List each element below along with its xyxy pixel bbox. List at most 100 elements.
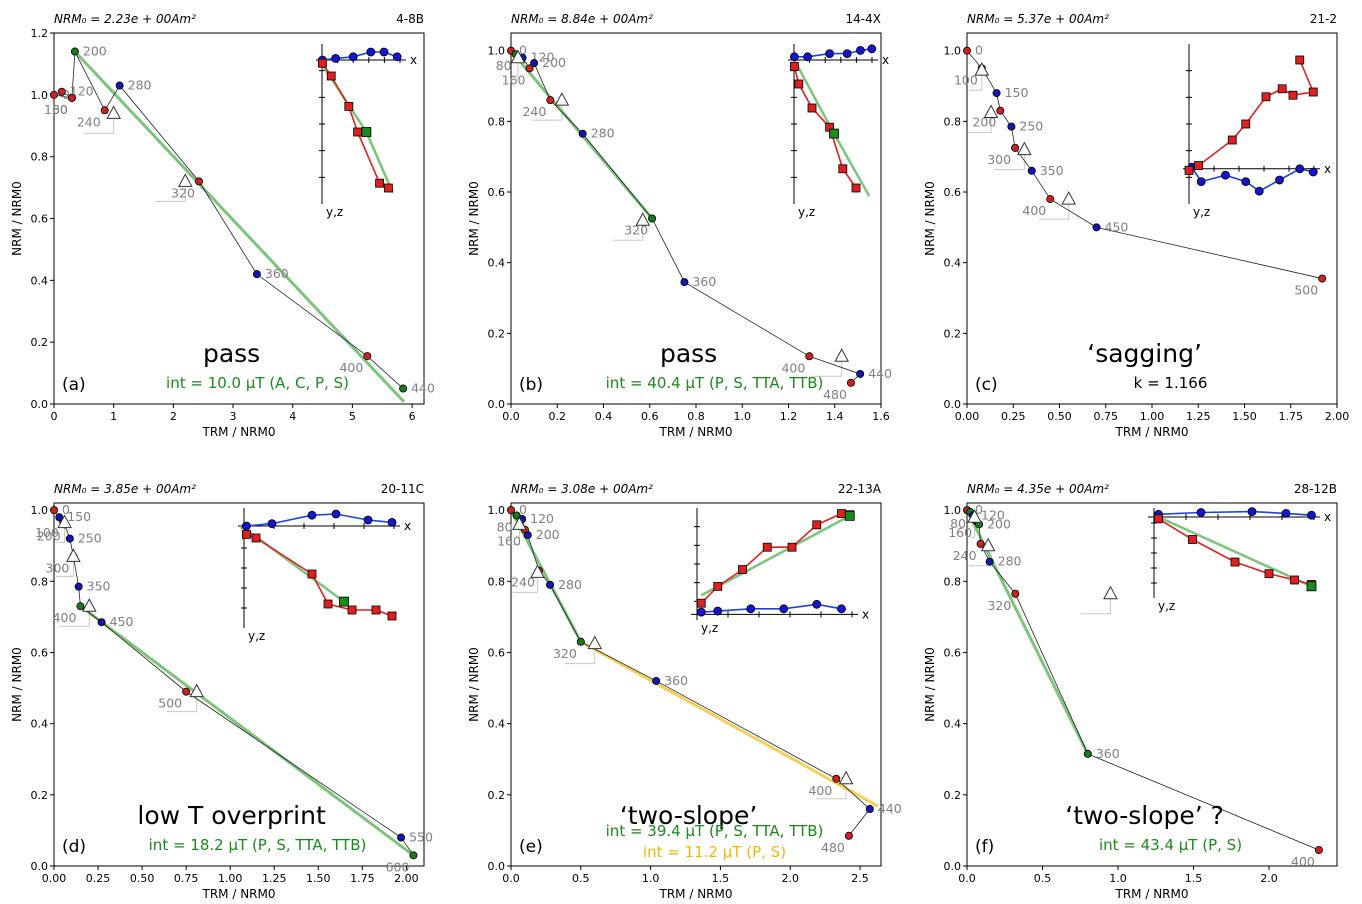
inset-horizontal-point <box>696 607 706 617</box>
verdict-label: ‘sagging’ <box>1087 339 1202 368</box>
inset-vertical-point <box>326 71 336 81</box>
ptrm-check-marker <box>834 348 850 362</box>
intensity-label: k = 1.166 <box>1134 374 1208 392</box>
data-point <box>70 47 79 56</box>
x-tick-label: 1.25 <box>1186 410 1211 423</box>
step-label: 550 <box>409 830 433 845</box>
step-label: 80 <box>52 102 68 117</box>
step-label: 400 <box>53 610 77 625</box>
step-label: 0 <box>519 502 527 517</box>
step-label: 500 <box>158 696 182 711</box>
y-tick-label: 0.8 <box>488 115 506 128</box>
y-tick-label: 0.8 <box>31 575 49 588</box>
plot-frame <box>966 502 1338 867</box>
inset-yz-label: y,z <box>1158 599 1175 613</box>
inset-vertical-trace <box>246 533 393 617</box>
data-point <box>1314 845 1323 854</box>
x-tick-label: 0.0 <box>502 410 520 423</box>
inset-horizontal-point <box>1275 175 1284 185</box>
x-tick-label: 1.75 <box>350 872 375 885</box>
inset-horizontal-point <box>379 47 389 57</box>
step-label: 80 <box>497 519 513 534</box>
inset-horizontal-point <box>842 49 852 58</box>
y-tick-label: 0.6 <box>944 186 962 199</box>
y-tick-label: 0.2 <box>488 789 506 802</box>
panel-b: NRM₀ = 8.84e + 00Am² 14-4X 0.0 0.2 0.4 0.6 0.8… <box>467 12 892 439</box>
inset-horizontal-point <box>366 47 376 57</box>
y-axis-title: NRM / NRM0 <box>10 647 24 722</box>
ptrm-check-marker <box>106 105 122 119</box>
data-point <box>963 46 972 55</box>
data-point <box>195 177 204 186</box>
data-point <box>50 90 59 99</box>
step-label: 0 <box>975 502 983 517</box>
inset-horizontal-point <box>803 52 812 62</box>
inset-fit-point <box>829 128 839 139</box>
step-label: 200 <box>536 527 560 542</box>
panel-header-sample: 20-11C <box>381 482 424 496</box>
inset-vertical-point <box>812 520 822 530</box>
data-path <box>966 50 1323 279</box>
inset-vertical-point <box>762 542 772 552</box>
x-tick-label: 3 <box>230 410 237 423</box>
y-tick-label: 1.0 <box>488 504 506 517</box>
x-tick-label: 0.8 <box>687 410 705 423</box>
fit-line <box>78 604 415 857</box>
panel-header-nrm0: NRM₀ = 5.37e + 00Am² <box>967 12 1109 26</box>
x-tick-label: 1.2 <box>780 410 798 423</box>
x-tick-label: 0 <box>51 410 58 423</box>
y-tick-label: 0.8 <box>944 115 962 128</box>
step-label: 0 <box>975 43 983 58</box>
data-point <box>546 580 555 589</box>
data-point <box>1011 143 1020 152</box>
inset-horizontal-point <box>1254 186 1264 196</box>
step-label: 240 <box>77 114 101 129</box>
y-axis-title: NRM / NRM0 <box>467 181 481 256</box>
x-tick-label: 1.6 <box>872 410 890 423</box>
data-point <box>512 511 521 520</box>
data-point <box>530 59 539 68</box>
fit-line-2 <box>579 640 879 807</box>
x-tick-label: 0.5 <box>1034 872 1052 885</box>
data-point <box>523 531 532 540</box>
data-point <box>680 278 689 287</box>
inset-vertical-point <box>807 103 817 113</box>
inset-vertical-point <box>323 599 333 609</box>
inset-yz-label: y,z <box>1193 205 1210 219</box>
x-tick-label: 1.75 <box>1279 410 1304 423</box>
ptrm-check-line <box>1080 593 1111 615</box>
x-tick-label: 1.50 <box>306 872 331 885</box>
step-label: 360 <box>265 266 289 281</box>
x-tick-label: 1.00 <box>1140 410 1165 423</box>
step-label: 250 <box>78 531 102 546</box>
verdict-label: ‘two-slope’ <box>620 801 757 830</box>
data-point <box>399 384 408 393</box>
inset-vertical-point <box>1261 92 1271 102</box>
intensity-label: int = 10.0 μT (A, C, P, S) <box>166 374 349 392</box>
step-label: 360 <box>692 274 716 289</box>
inset-fit-point <box>361 127 372 137</box>
inset-horizontal-trace <box>1191 166 1314 193</box>
data-point <box>100 106 109 115</box>
y-tick-label: 0.8 <box>488 575 506 588</box>
y-tick-label: 1.2 <box>31 27 49 40</box>
inset-fit <box>700 514 851 597</box>
inset-vertical-point <box>387 611 397 621</box>
data-point <box>1318 274 1327 283</box>
inset-vertical-point <box>353 127 363 137</box>
x-tick-label: 2.0 <box>1260 872 1278 885</box>
step-label: 200 <box>987 516 1011 531</box>
ptrm-check-marker <box>1103 585 1118 600</box>
inset-horizontal-point <box>1221 170 1230 180</box>
step-label: 200 <box>83 44 107 59</box>
data-point <box>67 93 76 102</box>
ptrm-check-marker <box>512 516 527 530</box>
step-label: 280 <box>998 554 1022 569</box>
x-tick-label: 0.50 <box>1047 410 1072 423</box>
inset-vertical-point <box>1264 569 1274 579</box>
ptrm-check-line <box>56 556 74 577</box>
inset-horizontal-point <box>331 54 341 63</box>
data-point <box>252 270 261 279</box>
inset-x-label: x <box>862 607 869 621</box>
